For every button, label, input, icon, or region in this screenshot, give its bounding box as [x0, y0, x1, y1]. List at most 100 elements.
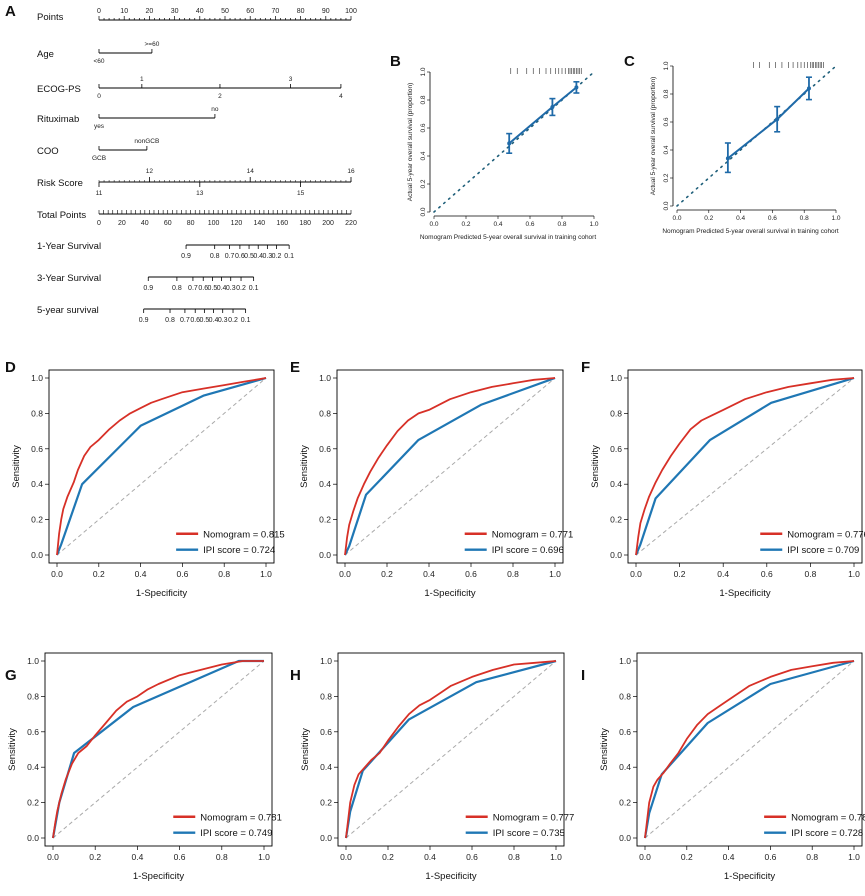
survival-tick-label: 0.6: [198, 285, 208, 292]
calibration-x-tick-label: 0.4: [493, 221, 502, 228]
roc-y-tick-label: 0.4: [319, 479, 331, 489]
roc-chance-line: [644, 660, 855, 839]
roc-y-tick-label: 0.2: [31, 515, 43, 525]
survival-tick-label: 0.7: [225, 253, 235, 260]
roc-panel-h: 0.0 0.0 0.2 0.2 0.4 0.4 0.6 0.6 0.8 0.8 1.0 1.0 1-Sp…: [300, 652, 574, 882]
survival-tick-label: 0.1: [249, 285, 259, 292]
roc-x-tick-label: 0.4: [423, 569, 435, 579]
panel-label-e: E: [290, 359, 300, 376]
roc-y-label: Sensitivity: [299, 445, 310, 488]
roc-x-tick-label: 0.2: [674, 569, 686, 579]
legend-label-nomogram: Nomogram = 0.781: [791, 812, 865, 823]
panel-label-i: I: [581, 667, 585, 684]
roc-curve-ipi: [634, 376, 855, 556]
riskscore-tick-label: 13: [196, 190, 204, 197]
legend-label-nomogram: Nomogram = 0.776: [787, 529, 865, 540]
survival-tick-label: 0.8: [165, 317, 175, 324]
calibration-y-tick-label: 1.0: [420, 67, 427, 76]
nomogram-panel: Points Age ECOG-PS Rituximab COO Risk Score To…: [37, 8, 357, 324]
roc-chance-line: [52, 660, 265, 839]
totalpoints-tick-label: 0: [97, 220, 101, 227]
roc-y-tick-label: 0.0: [610, 550, 622, 560]
roc-y-tick-label: 1.0: [610, 373, 622, 383]
roc-plot-frame: [627, 369, 863, 564]
nomogram-level-label: 1: [140, 76, 144, 83]
roc-x-tick-label: 0.8: [507, 569, 519, 579]
roc-y-tick-label: 0.6: [320, 727, 332, 737]
roc-x-tick-label: 0.6: [465, 569, 477, 579]
survival-tick-label: 0.2: [236, 285, 246, 292]
survival-tick-label: 0.2: [272, 253, 282, 260]
roc-chance-line: [345, 660, 557, 839]
roc-panel-e: 0.0 0.0 0.2 0.2 0.4 0.4 0.6 0.6 0.8 0.8 1.0 1.0 1-Sp…: [299, 369, 573, 599]
calibration-point: [775, 117, 780, 122]
roc-y-tick-label: 0.8: [619, 691, 631, 701]
roc-chance-line: [344, 377, 556, 556]
calibration-panel-c: 0.00.0 0.2 0.2 0.4 0.4 0.6 0.6 0.8 0.8 1.0 1.0 Nomo…: [650, 61, 841, 235]
riskscore-tick-label: 12: [146, 168, 154, 175]
roc-y-tick-label: 0.6: [27, 727, 39, 737]
calibration-y-tick-label: 0.2: [420, 179, 427, 188]
roc-x-tick-label: 1.0: [848, 569, 860, 579]
survival-tick-label: 0.1: [284, 253, 294, 260]
roc-x-label: 1-Specificity: [425, 871, 476, 882]
survival-tick-label: 0.8: [210, 253, 220, 260]
calibration-y-tick-label: 1.0: [663, 61, 670, 70]
calibration-x-tick-label: 0.0: [672, 215, 681, 222]
totalpoints-tick-label: 140: [254, 220, 266, 227]
roc-x-tick-label: 1.0: [549, 569, 561, 579]
roc-x-tick-label: 0.2: [93, 569, 105, 579]
roc-plot-frame: [48, 369, 275, 564]
roc-panel-i: 0.0 0.0 0.2 0.2 0.4 0.4 0.6 0.6 0.8 0.8 1.0 1.0 1-Sp…: [599, 652, 865, 882]
roc-y-tick-label: 1.0: [27, 656, 39, 666]
roc-y-label: Sensitivity: [7, 728, 18, 771]
nomogram-level-label: 2: [218, 93, 222, 100]
roc-y-tick-label: 0.4: [31, 479, 43, 489]
roc-y-tick-label: 1.0: [619, 656, 631, 666]
points-tick-label: 70: [272, 8, 280, 15]
survival-tick-label: 0.5: [200, 317, 210, 324]
panel-label-c: C: [624, 53, 635, 70]
roc-plot-frame: [337, 652, 565, 847]
totalpoints-tick-label: 220: [345, 220, 357, 227]
roc-y-tick-label: 0.8: [320, 691, 332, 701]
roc-x-tick-label: 0.4: [424, 852, 436, 862]
roc-x-tick-label: 0.2: [89, 852, 101, 862]
nomogram-row-label: Total Points: [37, 210, 86, 221]
calibration-y-tick-label: 0.4: [663, 145, 670, 154]
legend-label-nomogram: Nomogram = 0.815: [203, 529, 285, 540]
nomogram-level-label: nonGCB: [134, 138, 159, 145]
roc-curve-nomogram: [345, 660, 557, 839]
calibration-y-tick-label: 0.0: [420, 207, 427, 216]
calibration-x-tick-label: 0.6: [768, 215, 777, 222]
roc-x-tick-label: 0.4: [135, 569, 147, 579]
roc-x-tick-label: 0.0: [340, 852, 352, 862]
survival-tick-label: 0.5: [244, 253, 254, 260]
totalpoints-tick-label: 80: [187, 220, 195, 227]
nomogram-row-label: Rituximab: [37, 114, 79, 125]
roc-y-tick-label: 1.0: [320, 656, 332, 666]
calibration-x-tick-label: 0.6: [525, 221, 534, 228]
riskscore-tick-label: 14: [247, 168, 255, 175]
roc-x-tick-label: 0.8: [218, 569, 230, 579]
calibration-point: [725, 156, 730, 161]
roc-y-tick-label: 0.0: [319, 550, 331, 560]
roc-x-tick-label: 1.0: [260, 569, 272, 579]
points-tick-label: 40: [196, 8, 204, 15]
totalpoints-tick-label: 60: [164, 220, 172, 227]
calibration-curve: [508, 86, 578, 145]
nomogram-row-label: COO: [37, 146, 59, 157]
roc-x-label: 1-Specificity: [724, 871, 775, 882]
totalpoints-tick-label: 100: [208, 220, 220, 227]
roc-curve-nomogram: [344, 377, 556, 556]
calibration-y-label: Actual 5-year overall survival (proporti…: [650, 77, 657, 196]
points-tick-label: 60: [246, 8, 254, 15]
roc-y-tick-label: 0.6: [610, 444, 622, 454]
nomogram-row-label: 3-Year Survival: [37, 273, 101, 284]
nomogram-level-label: no: [211, 106, 219, 113]
roc-curve-ipi: [643, 659, 855, 839]
riskscore-tick-label: 16: [347, 168, 355, 175]
calibration-curve: [727, 87, 810, 160]
calibration-x-label: Nomogram Predicted 5-year overall surviv…: [662, 228, 838, 235]
points-tick-label: 80: [297, 8, 305, 15]
